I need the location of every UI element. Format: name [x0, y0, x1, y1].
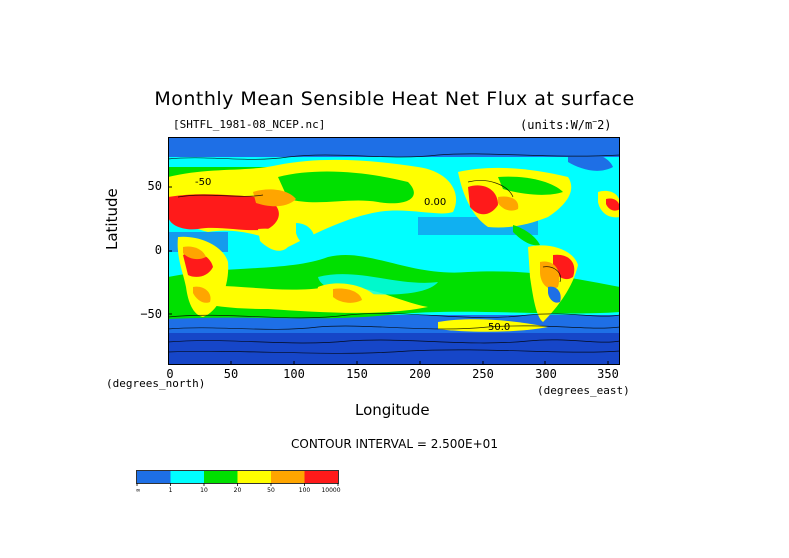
- legend-swatch: [170, 471, 204, 483]
- axis-ticks: [168, 186, 609, 365]
- y-tick-label: 50: [147, 179, 162, 193]
- bin-fill-c6: [468, 185, 498, 215]
- legend-label: -∞: [136, 487, 141, 494]
- bin-fill-c6: [606, 198, 620, 211]
- contour-interval-text: CONTOUR INTERVAL = 2.500E+01: [291, 437, 498, 451]
- y-axis-title: Latitude: [103, 188, 121, 250]
- legend-swatch: [237, 471, 271, 483]
- bin-fill-c1: [168, 333, 620, 365]
- contour-label: -50: [195, 177, 211, 188]
- legend-label: 50: [267, 487, 275, 494]
- legend-swatch: [304, 471, 338, 483]
- x-tick-label: 150: [346, 367, 368, 381]
- bin-fill-c5: [183, 246, 206, 260]
- bin-fill-c4: [258, 228, 289, 251]
- legend-label: 10: [200, 487, 208, 494]
- x-tick-label: 300: [535, 367, 557, 381]
- legend-label: 10000: [321, 487, 340, 494]
- color-legend: -∞ 1 10 20 50 100 10000: [136, 470, 341, 494]
- bin-fill-c5: [498, 196, 519, 211]
- legend-swatch: [137, 471, 171, 483]
- x-axis-title: Longitude: [355, 401, 430, 419]
- map-plot: 0.00 50.0 -50: [168, 137, 620, 365]
- bin-fill-c1: [168, 137, 620, 157]
- x-tick-label: 250: [472, 367, 494, 381]
- bin-fill-c3: [498, 176, 563, 195]
- map-title: Monthly Mean Sensible Heat Net Flux at s…: [154, 88, 635, 110]
- bin-fill-c3: [513, 225, 540, 246]
- bin-fill-c1: [548, 286, 561, 303]
- legend-label: 20: [234, 487, 242, 494]
- y-unit-label: (degrees_north): [106, 377, 206, 390]
- legend-swatch: [204, 471, 238, 483]
- y-tick-label: −50: [140, 307, 162, 321]
- bin-fill-c2: [296, 223, 315, 247]
- bin-fill-c6: [183, 252, 213, 277]
- y-tick-label: 0: [154, 243, 162, 257]
- contour-label: 50.0: [488, 322, 510, 333]
- x-tick-label: 0: [166, 367, 174, 381]
- x-tick-label: 200: [409, 367, 431, 381]
- x-tick-label: 50: [223, 367, 239, 381]
- x-tick-label: 100: [283, 367, 305, 381]
- x-unit-label: (degrees_east): [537, 384, 630, 397]
- bin-fill-c3: [278, 171, 414, 204]
- contour-label: 0.00: [424, 197, 446, 208]
- x-tick-label: 350: [597, 367, 619, 381]
- bin-fill-c5: [193, 286, 211, 303]
- units-label: (units:W/m−2): [520, 117, 612, 132]
- bin-fill-c5: [253, 189, 296, 207]
- legend-swatch: [271, 471, 305, 483]
- bin-fill-c5: [333, 288, 362, 303]
- legend-label: 100: [299, 487, 311, 494]
- legend-label: 1: [169, 487, 173, 494]
- file-label: [SHTFL_1981-08_NCEP.nc]: [173, 118, 326, 131]
- bin-fill-c6: [168, 194, 279, 231]
